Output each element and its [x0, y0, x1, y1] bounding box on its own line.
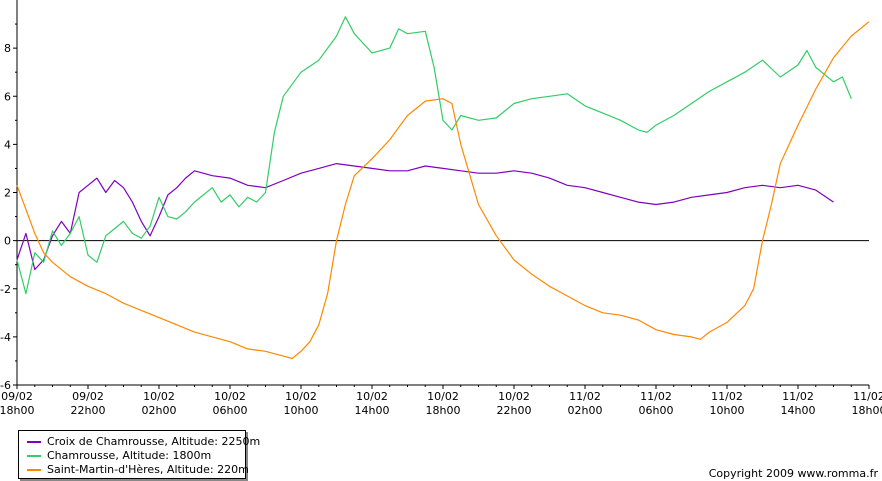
legend-swatch-saint-martin	[27, 468, 41, 471]
legend-label-croix: Croix de Chamrousse, Altitude: 2250m	[47, 435, 261, 448]
x-tick-day-label: 11/02	[569, 390, 601, 403]
y-tick-label: -4	[0, 331, 11, 344]
x-tick-time-label: 22h00	[71, 404, 106, 417]
y-tick-label: 4	[4, 138, 11, 151]
chart-series	[16, 16, 870, 360]
x-tick-time-label: 22h00	[497, 404, 532, 417]
x-tick-day-label: 10/02	[427, 390, 459, 403]
y-tick-label: 2	[4, 187, 11, 200]
x-tick-day-label: 10/02	[143, 390, 175, 403]
x-tick-day-label: 11/02	[711, 390, 743, 403]
series-line-chamrousse	[16, 16, 852, 295]
x-tick-day-label: 09/02	[1, 390, 33, 403]
x-tick-day-label: 09/02	[72, 390, 104, 403]
legend-swatch-croix	[27, 440, 41, 443]
x-tick-time-label: 10h00	[284, 404, 319, 417]
x-tick-time-label: 14h00	[781, 404, 816, 417]
copyright-text: Copyright 2009 www.romma.fr	[708, 467, 878, 480]
x-tick-day-label: 10/02	[285, 390, 317, 403]
x-tick-time-label: 18h00	[0, 404, 34, 417]
x-tick-time-label: 18h00	[426, 404, 461, 417]
x-tick-day-label: 10/02	[214, 390, 246, 403]
y-tick-label: 6	[4, 90, 11, 103]
x-tick-day-label: 11/02	[640, 390, 672, 403]
y-tick-label: -2	[0, 283, 11, 296]
legend-label-saint-martin: Saint-Martin-d'Hères, Altitude: 220m	[47, 463, 249, 476]
legend-item-croix: Croix de Chamrousse, Altitude: 2250m	[27, 434, 260, 449]
y-tick-label: -6	[0, 379, 11, 392]
x-tick-time-label: 18h00	[852, 404, 882, 417]
x-tick-time-label: 02h00	[568, 404, 603, 417]
x-tick-day-label: 10/02	[356, 390, 388, 403]
legend-swatch-chamrousse	[27, 454, 41, 457]
y-tick-label: 8	[4, 42, 11, 55]
x-tick-time-label: 06h00	[213, 404, 248, 417]
series-line-croix	[16, 163, 834, 271]
x-tick-time-label: 10h00	[710, 404, 745, 417]
series-line-saint-martin	[16, 21, 870, 360]
x-tick-day-label: 10/02	[498, 390, 530, 403]
y-tick-label: 0	[4, 235, 11, 248]
x-tick-time-label: 02h00	[142, 404, 177, 417]
x-tick-day-label: 11/02	[853, 390, 882, 403]
legend-label-chamrousse: Chamrousse, Altitude: 1800m	[47, 449, 212, 462]
chart-ticks: -6-4-20246809/0218h0009/0222h0010/0202h0…	[0, 23, 882, 417]
legend-item-chamrousse: Chamrousse, Altitude: 1800m	[27, 448, 211, 463]
chart-legend: Croix de Chamrousse, Altitude: 2250m Cha…	[18, 430, 260, 479]
x-tick-day-label: 11/02	[782, 390, 814, 403]
chart-axes	[16, 0, 869, 386]
x-tick-time-label: 14h00	[355, 404, 390, 417]
x-tick-time-label: 06h00	[639, 404, 674, 417]
legend-item-saint-martin: Saint-Martin-d'Hères, Altitude: 220m	[27, 462, 249, 477]
